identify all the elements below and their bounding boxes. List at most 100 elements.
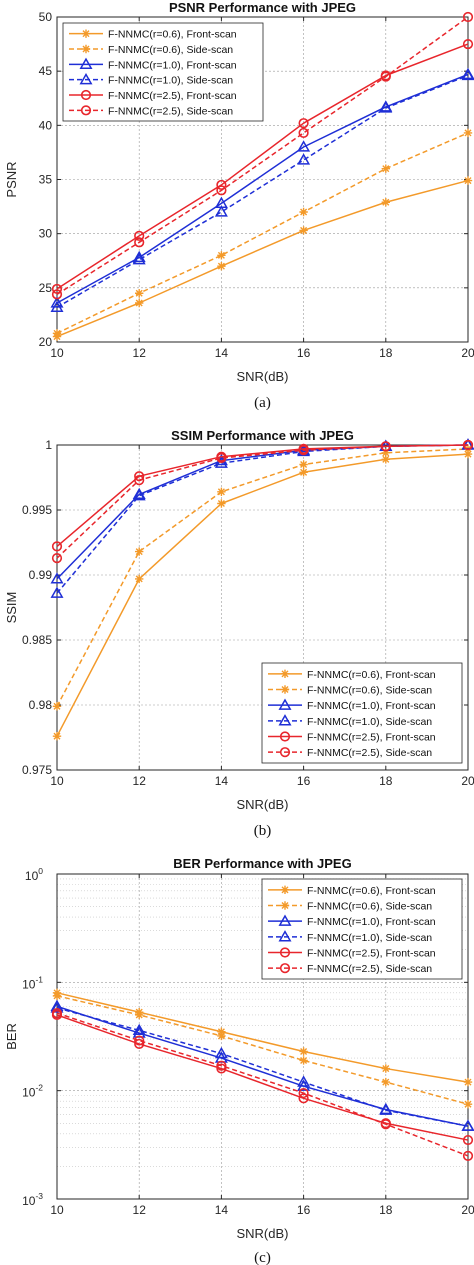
- series-line: [56, 995, 469, 1105]
- legend-marker: [279, 963, 291, 974]
- data-point-marker: [52, 732, 62, 741]
- legend-item: F-NNMC(r=2.5), Front-scan: [69, 89, 237, 102]
- data-point-marker: [217, 499, 226, 508]
- y-tick-base: 10: [22, 977, 36, 991]
- legend-item: F-NNMC(r=2.5), Side-scan: [268, 747, 432, 759]
- series-line: [56, 1012, 469, 1157]
- data-point-marker: [51, 1007, 63, 1019]
- x-tick-label: 16: [297, 774, 311, 788]
- figure-caption: (c): [254, 1250, 271, 1265]
- legend: F-NNMC(r=0.6), Front-scan F-NNMC(r=0.6), …: [261, 662, 463, 764]
- legend-item: F-NNMC(r=0.6), Front-scan: [69, 29, 237, 41]
- data-point-marker: [132, 488, 146, 501]
- data-point-marker: [380, 71, 391, 82]
- data-point-marker: [135, 298, 144, 308]
- chart-panel-2: 10 12 14 16 18 20 0.975 0.98 0.985 0.99 0.995 1 SSIM…: [4, 428, 474, 839]
- y-tick-exponent: -2: [35, 1083, 43, 1093]
- legend-marker: [278, 698, 292, 710]
- x-tick-label: 10: [50, 346, 64, 360]
- legend-box: [62, 22, 264, 122]
- data-point-marker: [217, 251, 226, 260]
- series-4: [50, 68, 474, 312]
- data-point-marker: [299, 1047, 308, 1056]
- series-line: [56, 1005, 469, 1127]
- data-point-marker: [298, 445, 309, 456]
- data-point-marker: [463, 449, 473, 459]
- series-1: [52, 176, 473, 341]
- data-point-marker: [299, 468, 308, 477]
- data-point-marker: [381, 448, 390, 457]
- data-point-marker: [50, 572, 64, 584]
- data-point-marker: [463, 1077, 473, 1087]
- data-point-marker: [132, 252, 146, 265]
- legend-marker: [280, 669, 290, 679]
- data-point-marker: [381, 455, 390, 464]
- series-line: [56, 992, 469, 1083]
- x-tick-label: 10: [50, 774, 64, 788]
- legend-marker: [279, 947, 291, 958]
- series-line: [56, 43, 469, 290]
- y-tick-exponent: 0: [38, 866, 43, 876]
- x-tick-label: 18: [379, 1203, 393, 1217]
- legend-item: F-NNMC(r=1.0), Front-scan: [268, 914, 436, 928]
- series-line: [56, 73, 469, 304]
- y-tick-label: 20: [39, 335, 53, 349]
- data-point-marker: [461, 68, 474, 81]
- data-point-marker: [52, 702, 62, 711]
- legend-item: F-NNMC(r=2.5), Side-scan: [69, 105, 233, 117]
- data-point-marker: [298, 127, 309, 139]
- legend-item: F-NNMC(r=2.5), Side-scan: [268, 963, 432, 975]
- data-point-marker: [135, 289, 144, 298]
- data-point-marker: [134, 475, 145, 486]
- legend-label: F-NNMC(r=0.6), Side-scan: [307, 901, 432, 913]
- data-point-marker: [216, 179, 227, 191]
- data-point-marker: [214, 456, 228, 468]
- figure-caption: (a): [254, 395, 271, 411]
- legend-marker: [278, 930, 292, 942]
- series-line: [56, 16, 469, 295]
- data-point-marker: [50, 300, 64, 312]
- data-point-marker: [132, 250, 146, 263]
- x-axis-label: SNR(dB): [236, 797, 288, 812]
- legend-label: F-NNMC(r=1.0), Side-scan: [108, 75, 233, 87]
- series-2: [52, 128, 473, 338]
- legend-label: F-NNMC(r=2.5), Front-scan: [307, 948, 436, 960]
- data-point-marker: [51, 552, 63, 564]
- data-point-marker: [134, 230, 145, 241]
- data-point-marker: [216, 1060, 227, 1071]
- data-point-marker: [463, 1100, 473, 1109]
- data-point-marker: [297, 1075, 311, 1087]
- y-tick-label: 10-2: [22, 1083, 43, 1100]
- legend-label: F-NNMC(r=0.6), Side-scan: [307, 685, 432, 697]
- data-point-marker: [299, 460, 308, 469]
- legend-label: F-NNMC(r=2.5), Side-scan: [307, 747, 432, 759]
- data-point-marker: [216, 452, 227, 464]
- data-point-marker: [50, 1001, 64, 1013]
- legend-item: F-NNMC(r=0.6), Side-scan: [69, 44, 233, 56]
- x-axis-label: SNR(dB): [236, 1226, 288, 1241]
- legend-label: F-NNMC(r=0.6), Front-scan: [307, 885, 436, 897]
- legend-marker: [278, 914, 292, 926]
- legend-marker: [279, 747, 291, 758]
- chart-title: PSNR Performance with JPEG: [169, 0, 356, 15]
- data-point-marker: [299, 207, 308, 217]
- legend-label: F-NNMC(r=1.0), Side-scan: [307, 932, 432, 944]
- x-tick-label: 10: [50, 1203, 64, 1217]
- data-point-marker: [134, 1038, 145, 1050]
- x-tick-label: 16: [297, 346, 311, 360]
- axes-frame: [56, 444, 469, 771]
- data-point-marker: [217, 487, 226, 496]
- data-point-marker: [463, 128, 473, 138]
- data-point-marker: [461, 1119, 474, 1131]
- data-point-marker: [380, 441, 391, 452]
- figure-caption: (b): [254, 823, 272, 839]
- data-point-marker: [381, 198, 390, 207]
- legend-box: [261, 878, 463, 980]
- data-point-marker: [51, 541, 63, 552]
- data-point-marker: [463, 176, 473, 185]
- chart-title: BER Performance with JPEG: [173, 856, 351, 871]
- legend-marker: [81, 29, 91, 38]
- data-point-marker: [216, 1063, 227, 1074]
